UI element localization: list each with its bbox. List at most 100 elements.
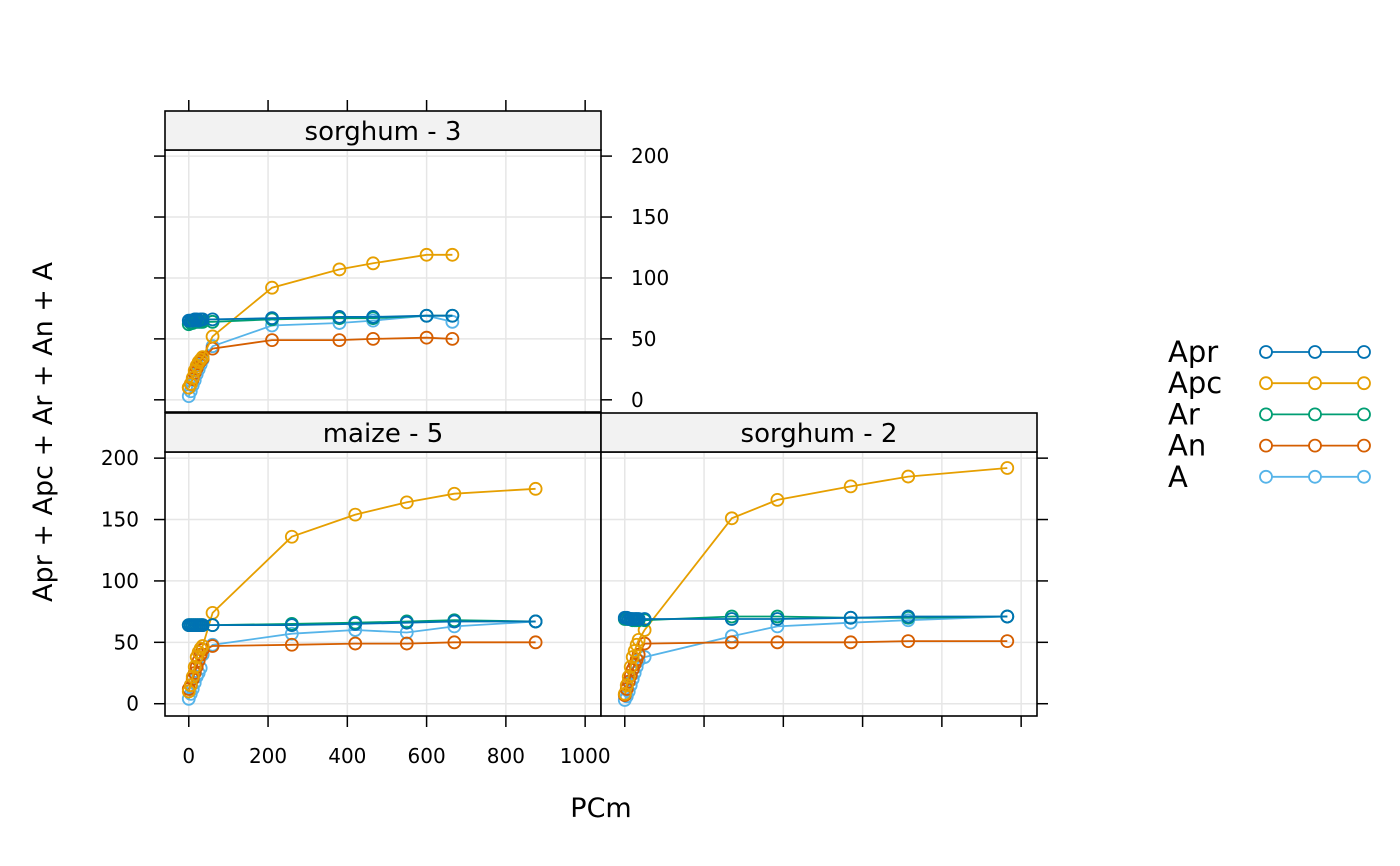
panel-strip: [600, 412, 1038, 453]
panel-data: [617, 461, 1015, 707]
legend-marker-a: [1259, 469, 1273, 484]
data-point-apc: [205, 329, 220, 344]
data-point-apc: [183, 678, 198, 693]
legend-marker-apc: [1259, 376, 1273, 391]
x-tick-label: 1000: [560, 744, 611, 768]
data-point-apc: [419, 247, 434, 262]
data-point-apr: [366, 310, 380, 324]
data-point-apc: [187, 659, 202, 674]
data-point-apc: [843, 479, 858, 494]
y-axis-label: Apr + Apc + Ar + An + A: [28, 262, 59, 602]
data-point-a: [284, 626, 299, 641]
y-tick-label: 150: [631, 205, 669, 229]
data-point-an: [528, 635, 543, 650]
data-point-a: [399, 625, 414, 640]
data-point-an: [399, 636, 414, 651]
legend-label-an: An: [1168, 429, 1206, 463]
data-point-apc: [724, 511, 739, 526]
data-point-apr: [901, 609, 916, 624]
panel-strip-label: maize - 5: [323, 419, 444, 449]
data-point-apc: [399, 495, 414, 510]
data-point-apr: [332, 310, 347, 324]
data-point-apc: [195, 639, 210, 653]
legend-label-a: A: [1168, 460, 1188, 494]
data-point-an: [770, 635, 785, 650]
legend-marker-ar: [1259, 407, 1273, 422]
panel-0: sorghum - 3: [164, 110, 602, 413]
legend-marker-apr: [1259, 345, 1273, 359]
legend-marker-apr: [1308, 345, 1322, 359]
data-point-apc: [447, 486, 462, 501]
data-point-an: [265, 333, 279, 348]
legend-marker-an: [1259, 438, 1273, 453]
x-axis-label: PCm: [570, 793, 631, 824]
data-point-apc: [617, 686, 632, 701]
data-point-an: [332, 333, 347, 348]
data-point-apc: [1000, 461, 1015, 475]
data-point-apc: [528, 481, 543, 496]
series-line-apc: [623, 467, 1008, 695]
panel-2: sorghum - 2: [600, 412, 1038, 717]
data-point-apc: [348, 507, 363, 522]
data-point-apr: [265, 311, 279, 326]
data-point-apc: [181, 684, 196, 699]
y-tick-label: 50: [114, 630, 139, 654]
data-point-apr: [631, 612, 646, 626]
data-point-an: [724, 635, 739, 650]
data-point-apc: [619, 678, 634, 693]
x-tick-label: 800: [487, 744, 525, 768]
data-point-apc: [621, 669, 636, 684]
data-point-apc: [284, 529, 299, 544]
data-point-an: [901, 634, 916, 648]
panel-background: [165, 452, 601, 716]
y-tick-label: 50: [631, 327, 656, 351]
data-point-a: [843, 615, 858, 630]
x-tick-label: 200: [249, 744, 287, 768]
y-tick-label: 100: [101, 569, 139, 593]
legend-marker-ar: [1357, 407, 1371, 422]
data-point-apc: [901, 469, 916, 484]
data-point-apc: [183, 377, 198, 391]
panel-background: [601, 452, 1037, 716]
legend-marker-ar: [1308, 407, 1322, 422]
data-point-apc: [625, 650, 640, 664]
data-point-apr: [195, 312, 210, 327]
data-point-apc: [185, 370, 200, 385]
panel-strip-label: sorghum - 2: [741, 419, 898, 449]
panel-data: [181, 481, 543, 706]
data-point-an: [419, 330, 434, 345]
legend-marker-apc: [1308, 376, 1322, 391]
data-point-apc: [193, 352, 208, 367]
data-point-apc: [623, 659, 638, 674]
data-point-apr: [419, 308, 434, 323]
x-tick-label: 0: [182, 744, 195, 768]
legend-marker-a: [1357, 469, 1371, 484]
y-tick-label: 100: [631, 266, 669, 290]
data-point-apc: [631, 632, 646, 647]
data-point-an: [348, 636, 363, 651]
data-point-a: [770, 619, 785, 634]
legend-marker-an: [1357, 438, 1371, 453]
data-point-apc: [193, 641, 208, 656]
panel-data: [181, 247, 460, 404]
outer-axes: 0 50 100 150 200 0 50 100 150 200 0 200 400 600 800 100…: [101, 100, 1048, 768]
y-tick-label: 200: [101, 446, 139, 470]
panel-strip: [164, 412, 602, 453]
data-point-an: [284, 637, 299, 652]
data-point-apc: [195, 350, 210, 365]
panels-layer: sorghum - 3 maize - 5 sorghum - 2: [164, 110, 1038, 717]
x-tick-label: 600: [408, 744, 446, 768]
data-point-an: [447, 635, 462, 650]
data-point-apc: [366, 256, 380, 271]
data-point-an: [366, 331, 380, 346]
panel-background: [165, 150, 601, 412]
data-point-apc: [332, 262, 347, 277]
panel-strip: [164, 110, 602, 151]
legend-label-apc: Apc: [1168, 366, 1222, 400]
data-point-apr: [447, 614, 462, 629]
legend-label-apr: Apr: [1168, 335, 1218, 369]
data-point-apr: [284, 618, 299, 633]
data-point-apr: [770, 612, 785, 626]
